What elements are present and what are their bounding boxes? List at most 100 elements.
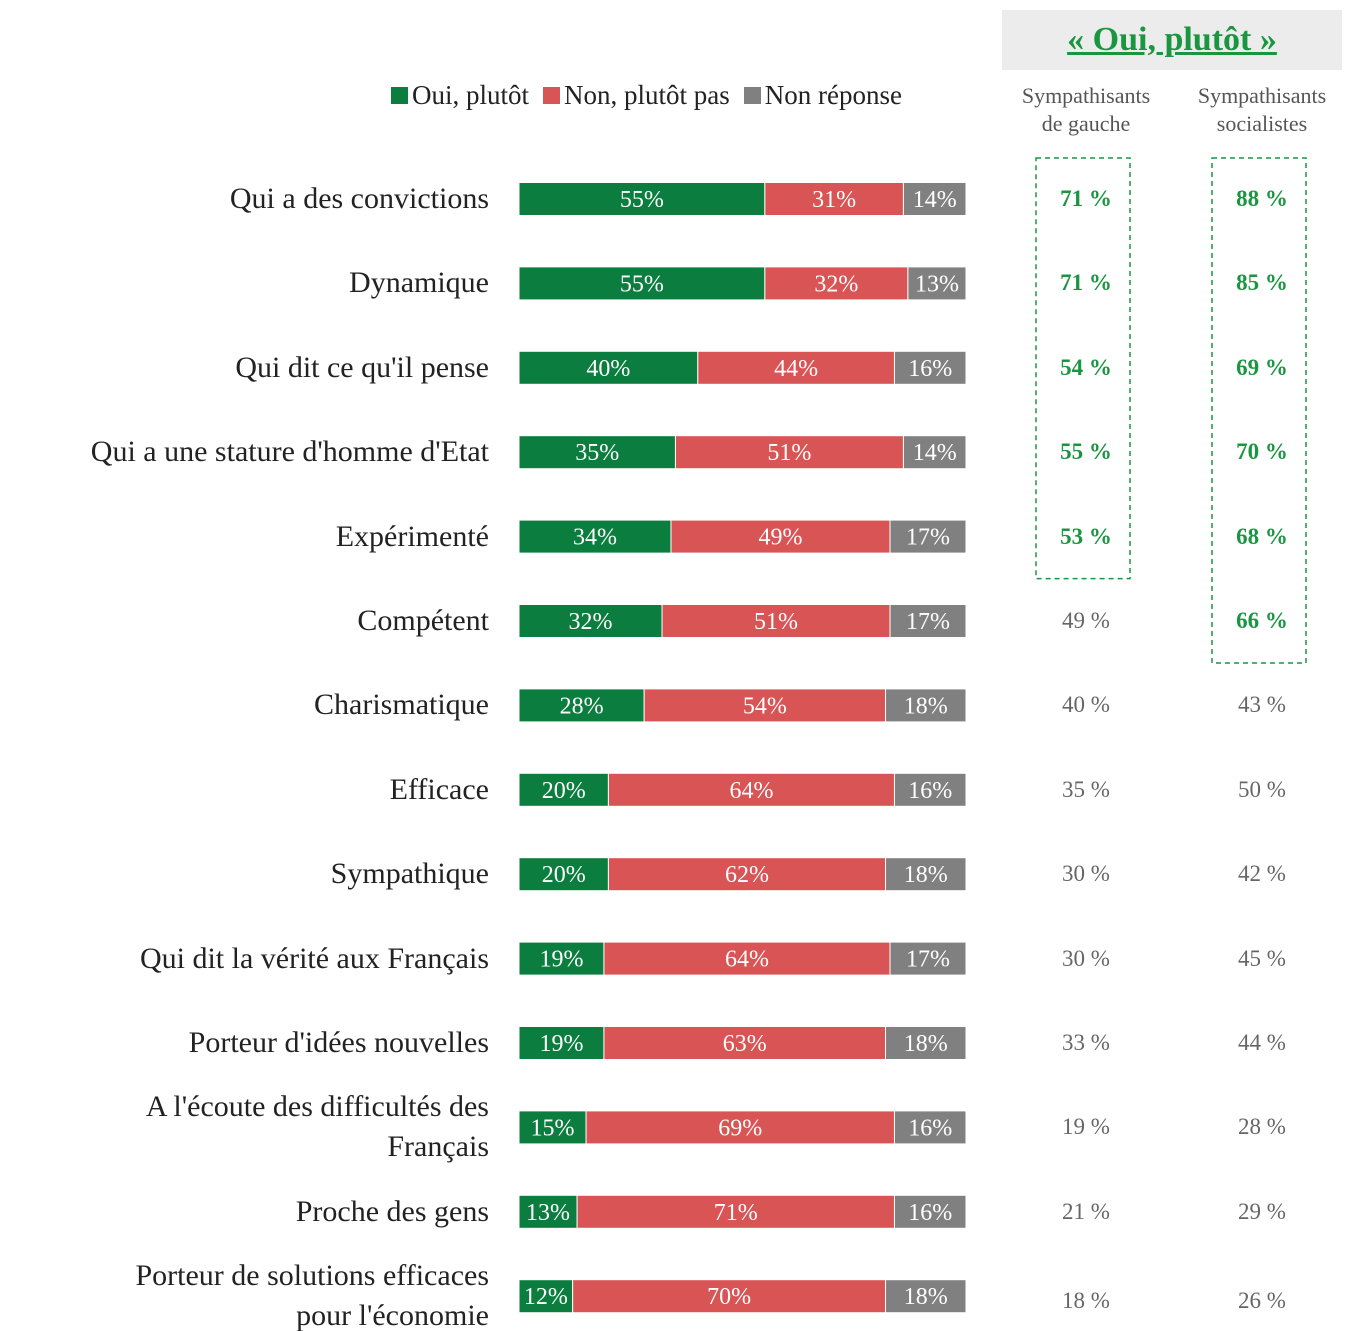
- bar-segment: [893, 1194, 967, 1229]
- bar-segment: [518, 435, 676, 470]
- category-label: Expérimenté: [335, 519, 489, 553]
- value-label: 18%: [904, 862, 948, 888]
- value-label: 71%: [714, 1200, 758, 1226]
- bar-segment: [764, 266, 909, 301]
- column-value: 53 %: [1060, 523, 1112, 549]
- value-label: 49%: [758, 525, 802, 551]
- value-label: 54%: [743, 693, 787, 719]
- column-value: 43 %: [1238, 692, 1286, 718]
- column-value: 71 %: [1060, 186, 1112, 211]
- column-value: 35 %: [1062, 776, 1110, 802]
- column-value: 71 %: [1060, 270, 1112, 296]
- legend-swatch: [543, 87, 561, 104]
- bar-segment: [643, 688, 887, 723]
- column-value: 19 %: [1062, 1114, 1110, 1140]
- value-label: 64%: [729, 778, 773, 804]
- column-value: 40 %: [1062, 692, 1110, 718]
- bar-segment: [585, 1110, 895, 1145]
- bar-segment: [518, 1194, 578, 1229]
- category-label: Compétent: [357, 604, 489, 637]
- value-label: 17%: [906, 609, 950, 635]
- bar-segment: [518, 266, 766, 301]
- column-value: 30 %: [1062, 945, 1110, 971]
- bar-segment: [572, 1279, 887, 1314]
- column-value: 28 %: [1238, 1114, 1286, 1140]
- value-label: 18%: [904, 1284, 948, 1310]
- value-label: 13%: [526, 1200, 570, 1226]
- side-title: « Oui, plutôt »: [1002, 10, 1342, 70]
- value-label: 31%: [812, 187, 856, 213]
- value-label: 16%: [908, 778, 952, 804]
- column-header: Sympathisants socialistes: [1197, 83, 1327, 136]
- value-label: 18%: [904, 1031, 948, 1057]
- column-value: 70 %: [1236, 439, 1288, 465]
- value-label: 62%: [725, 862, 769, 888]
- highlight-box: [1035, 157, 1131, 580]
- bar-segment: [518, 1279, 574, 1314]
- column-value: 26 %: [1238, 1288, 1286, 1314]
- value-label: 44%: [774, 356, 818, 382]
- value-label: 18%: [904, 693, 948, 719]
- column-value: 54 %: [1060, 354, 1112, 380]
- bar-segment: [893, 772, 967, 807]
- value-label: 40%: [586, 356, 630, 382]
- bar-segment: [902, 435, 967, 470]
- value-label: 64%: [725, 947, 769, 973]
- bar-segment: [670, 519, 891, 554]
- bar-segment: [889, 604, 967, 638]
- category-label: A l'écoute des difficultés des Français: [145, 1090, 489, 1164]
- value-label: 63%: [723, 1031, 767, 1057]
- bar-segment: [518, 857, 609, 892]
- bar-segment: [518, 941, 605, 976]
- legend-label: Non, plutôt pas: [564, 80, 730, 110]
- value-label: 16%: [908, 1200, 952, 1226]
- bar-segment: [603, 941, 891, 976]
- legend-label: Non réponse: [764, 80, 902, 110]
- value-label: 55%: [620, 271, 664, 297]
- bar-segment: [607, 772, 895, 807]
- value-label: 12%: [524, 1284, 568, 1310]
- bar-segment: [607, 857, 887, 892]
- column-value: 33 %: [1062, 1030, 1110, 1055]
- column-value: 68 %: [1236, 523, 1288, 549]
- column-value: 85 %: [1236, 270, 1288, 296]
- column-value: 50 %: [1238, 776, 1286, 802]
- column-value: 30 %: [1062, 861, 1110, 887]
- category-label: Sympathique: [330, 857, 489, 891]
- bar-segment: [518, 1110, 587, 1145]
- bar-segment: [885, 1026, 967, 1060]
- bar-segment: [518, 519, 672, 554]
- category-label: Qui dit la vérité aux Français: [139, 941, 489, 975]
- bar-segment: [902, 182, 967, 216]
- legend-swatch: [391, 87, 409, 104]
- category-label: Qui a une stature d'homme d'Etat: [90, 435, 489, 469]
- bar-segment: [518, 688, 645, 723]
- value-label: 32%: [814, 271, 858, 297]
- bar-segment: [889, 519, 967, 554]
- bar-segment: [518, 182, 766, 216]
- value-label: 28%: [560, 693, 604, 719]
- category-label: Efficace: [389, 772, 489, 806]
- bar-segment: [518, 772, 609, 807]
- bar-segment: [603, 1026, 887, 1060]
- legend-item: Oui, plutôt: [391, 80, 529, 111]
- value-label: 17%: [906, 947, 950, 973]
- value-label: 69%: [718, 1115, 762, 1141]
- legend-label: Oui, plutôt: [412, 80, 530, 110]
- category-label: Charismatique: [314, 688, 489, 722]
- legend-item: Non, plutôt pas: [543, 80, 730, 111]
- highlight-box: [1211, 157, 1307, 664]
- value-label: 17%: [906, 525, 950, 551]
- bar-segment: [907, 266, 967, 301]
- bar-segment: [764, 182, 904, 216]
- column-value: 66 %: [1236, 608, 1288, 633]
- bar-segment: [697, 350, 895, 385]
- bar-segment: [885, 857, 967, 892]
- category-label: Proche des gens: [295, 1194, 489, 1228]
- value-label: 15%: [531, 1115, 575, 1141]
- category-label: Dynamique: [349, 266, 489, 300]
- bar-segment: [661, 604, 891, 638]
- value-label: 16%: [908, 356, 952, 382]
- value-label: 20%: [542, 778, 586, 804]
